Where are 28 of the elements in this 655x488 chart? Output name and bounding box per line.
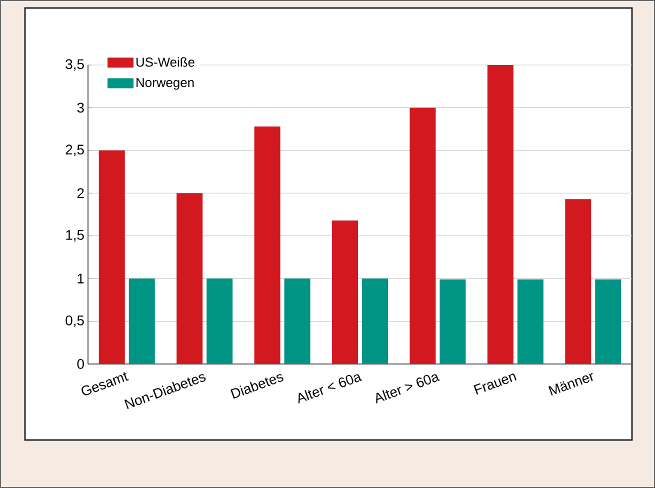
- bar: [284, 278, 310, 364]
- y-tick-label: 2: [77, 188, 84, 198]
- bar: [176, 193, 203, 364]
- legend-label: US-Weiße: [136, 57, 194, 67]
- x-tick-label: Alter < 60a: [298, 374, 362, 404]
- bar: [517, 279, 544, 364]
- bar: [206, 278, 233, 364]
- x-tick-label: Frauen: [474, 374, 517, 395]
- bar: [487, 64, 514, 364]
- bar: [98, 150, 125, 364]
- bar: [362, 278, 388, 364]
- x-tick-label: Männer: [548, 372, 593, 396]
- bar: [565, 199, 592, 364]
- y-tick-label: 2,5: [66, 144, 84, 156]
- bar: [440, 279, 466, 364]
- y-tick-label: 1: [78, 274, 84, 284]
- y-tick-label: 0,5: [66, 316, 84, 328]
- bar: [254, 126, 280, 364]
- y-tick-label: 3: [77, 102, 84, 113]
- y-tick-label: 1,5: [66, 230, 84, 242]
- x-tick-label: Alter > 60a: [376, 374, 440, 404]
- bar: [410, 108, 436, 364]
- bar: [128, 278, 155, 364]
- bar: [595, 279, 622, 364]
- y-tick-label: 3,5: [66, 59, 84, 71]
- bar: [332, 220, 358, 364]
- y-tick-label: 0: [77, 359, 84, 369]
- legend-label: Norwegen: [136, 78, 194, 90]
